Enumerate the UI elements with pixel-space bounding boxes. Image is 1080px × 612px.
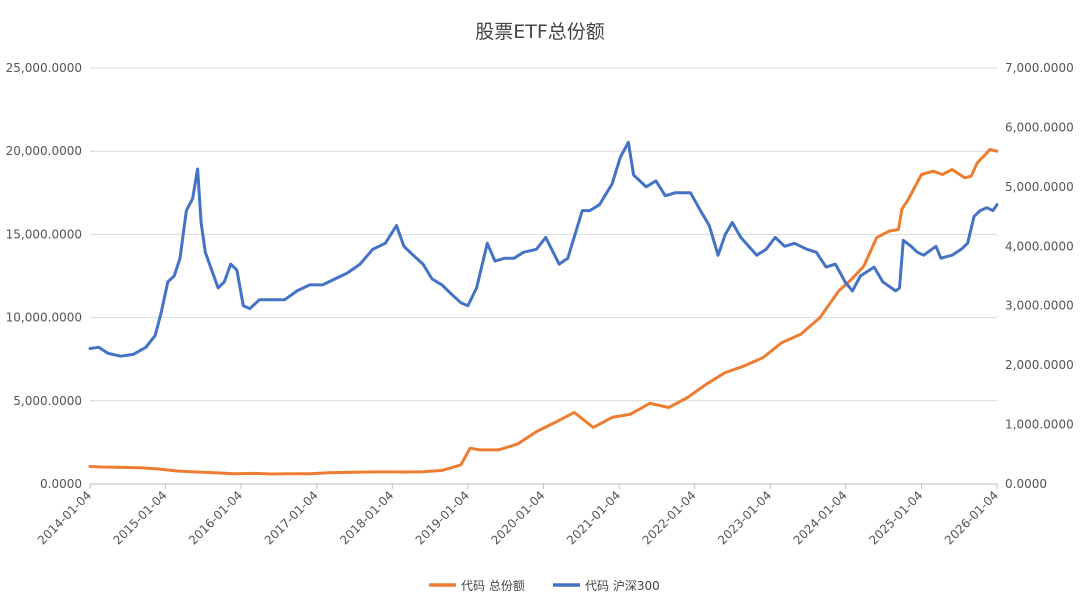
left-tick-label: 0.0000 (40, 477, 82, 491)
x-tick-label: 2020-01-04 (488, 488, 547, 547)
left-axis-ticks: 0.0000 5,000.0000 10,000.0000 15,000.0000 20… (6, 61, 82, 491)
left-tick-label: 25,000.0000 (6, 61, 82, 75)
right-tick-label: 3,000.0000 (1005, 299, 1074, 313)
right-tick-label: 2,000.0000 (1005, 358, 1074, 372)
series-lines (88, 140, 999, 476)
series-line-total-shares (88, 148, 999, 476)
x-tick-label: 2018-01-04 (337, 488, 396, 547)
right-tick-label: 7,000.0000 (1005, 61, 1074, 75)
right-axis-ticks: 0.0000 1,000.0000 2,000.0000 3,000.0000 4,00… (1005, 61, 1074, 491)
x-tick-label: 2016-01-04 (186, 488, 245, 547)
legend-label-hs300: 代码 沪深300 (585, 579, 660, 593)
x-tick-label: 2023-01-04 (715, 488, 774, 547)
x-tick-label: 2019-01-04 (413, 488, 472, 547)
x-tick-label: 2026-01-04 (942, 488, 1001, 547)
right-tick-label: 0.0000 (1005, 477, 1047, 491)
left-tick-label: 5,000.0000 (13, 394, 82, 408)
left-tick-label: 20,000.0000 (6, 144, 82, 158)
left-tick-label: 10,000.0000 (6, 311, 82, 325)
right-tick-label: 1,000.0000 (1005, 418, 1074, 432)
legend: 代码 总份额 代码 沪深300 (429, 579, 660, 593)
left-tick-label: 15,000.0000 (6, 227, 82, 241)
x-tick-label: 2021-01-04 (564, 488, 623, 547)
legend-item-total-shares[interactable]: 代码 总份额 (429, 579, 525, 593)
x-tick-label: 2024-01-04 (791, 488, 850, 547)
right-tick-label: 5,000.0000 (1005, 180, 1074, 194)
x-tick-label: 2017-01-04 (262, 488, 321, 547)
x-tick-label: 2014-01-04 (35, 488, 94, 547)
x-tick-label: 2022-01-04 (640, 488, 699, 547)
legend-label-total-shares: 代码 总份额 (461, 579, 525, 593)
x-tick-label: 2015-01-04 (110, 488, 169, 547)
x-tick-label: 2025-01-04 (866, 488, 925, 547)
chart-title: 股票ETF总份额 (475, 21, 605, 43)
x-axis-ticks: 2014-01-04 2015-01-04 2016-01-04 2017-01-04… (35, 484, 1001, 547)
legend-item-hs300[interactable]: 代码 沪深300 (553, 579, 660, 593)
series-line-hs300 (88, 140, 999, 358)
right-tick-label: 4,000.0000 (1005, 239, 1074, 253)
right-tick-label: 6,000.0000 (1005, 120, 1074, 134)
